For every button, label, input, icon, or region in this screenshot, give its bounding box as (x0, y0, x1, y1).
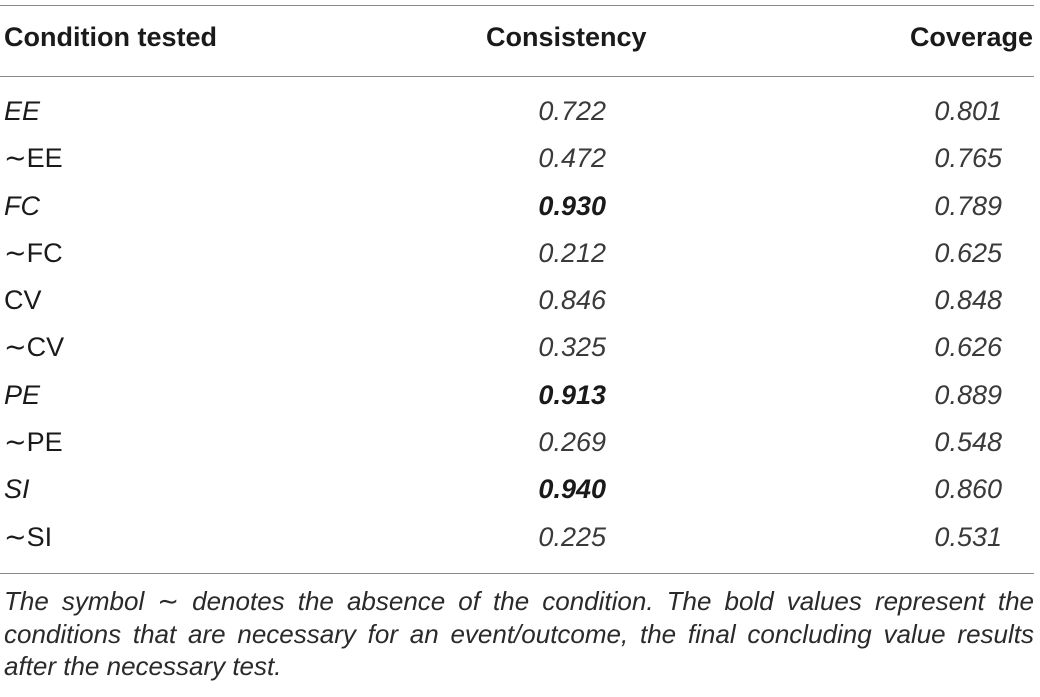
condition-cell: ∼CV (4, 332, 65, 363)
coverage-cell: 0.531 (934, 521, 1002, 552)
condition-cell: FC (4, 190, 40, 221)
consistency-cell: 0.846 (538, 285, 606, 316)
table-row: ∼CV 0.325 0.626 (0, 324, 1040, 371)
table-body: EE 0.722 0.801 ∼EE 0.472 0.765 FC 0.930 … (0, 88, 1040, 561)
header-condition-tested: Condition tested (4, 22, 217, 52)
coverage-cell: 0.889 (934, 379, 1002, 410)
consistency-cell: 0.269 (538, 427, 606, 458)
table-row: ∼SI 0.225 0.531 (0, 514, 1040, 561)
table-row: EE 0.722 0.801 (0, 88, 1040, 135)
coverage-cell: 0.765 (934, 143, 1002, 174)
table-top-rule (0, 5, 1034, 6)
condition-cell: ∼EE (4, 143, 63, 174)
header-coverage: Coverage (909, 22, 1033, 52)
condition-cell: PE (4, 379, 41, 410)
coverage-cell: 0.626 (934, 332, 1002, 363)
condition-cell: SI (4, 474, 30, 505)
consistency-cell: 0.212 (538, 237, 606, 268)
table-row: CV 0.846 0.848 (0, 277, 1040, 324)
condition-cell: CV (4, 285, 42, 316)
condition-cell: ∼SI (4, 521, 53, 552)
condition-cell: EE (4, 96, 41, 126)
coverage-cell: 0.801 (934, 96, 1002, 126)
table-row: FC 0.930 0.789 (0, 183, 1040, 230)
table-row: ∼EE 0.472 0.765 (0, 135, 1040, 182)
consistency-cell: 0.940 (538, 474, 606, 505)
coverage-cell: 0.860 (934, 474, 1002, 505)
table-bottom-rule (0, 573, 1034, 574)
table-row: ∼PE 0.269 0.548 (0, 419, 1040, 466)
coverage-cell: 0.548 (934, 427, 1002, 458)
table-header-row: Condition tested Consistency Coverage (0, 22, 1040, 62)
consistency-cell: 0.225 (538, 521, 606, 552)
consistency-cell: 0.325 (538, 332, 606, 363)
table-footnote: The symbol ∼ denotes the absence of the … (4, 586, 1034, 681)
consistency-cell: 0.913 (538, 379, 606, 410)
header-consistency: Consistency (486, 22, 647, 52)
coverage-cell: 0.625 (934, 237, 1002, 268)
table-row: ∼FC 0.212 0.625 (0, 230, 1040, 277)
table-row: SI 0.940 0.860 (0, 466, 1040, 513)
condition-cell: ∼PE (4, 427, 63, 458)
coverage-cell: 0.789 (934, 190, 1002, 221)
table-header-rule (0, 76, 1034, 77)
consistency-cell: 0.722 (538, 96, 606, 126)
condition-cell: ∼FC (4, 237, 63, 268)
consistency-cell: 0.930 (538, 190, 606, 221)
consistency-cell: 0.472 (538, 143, 606, 174)
coverage-cell: 0.848 (934, 285, 1002, 316)
table-row: PE 0.913 0.889 (0, 372, 1040, 419)
